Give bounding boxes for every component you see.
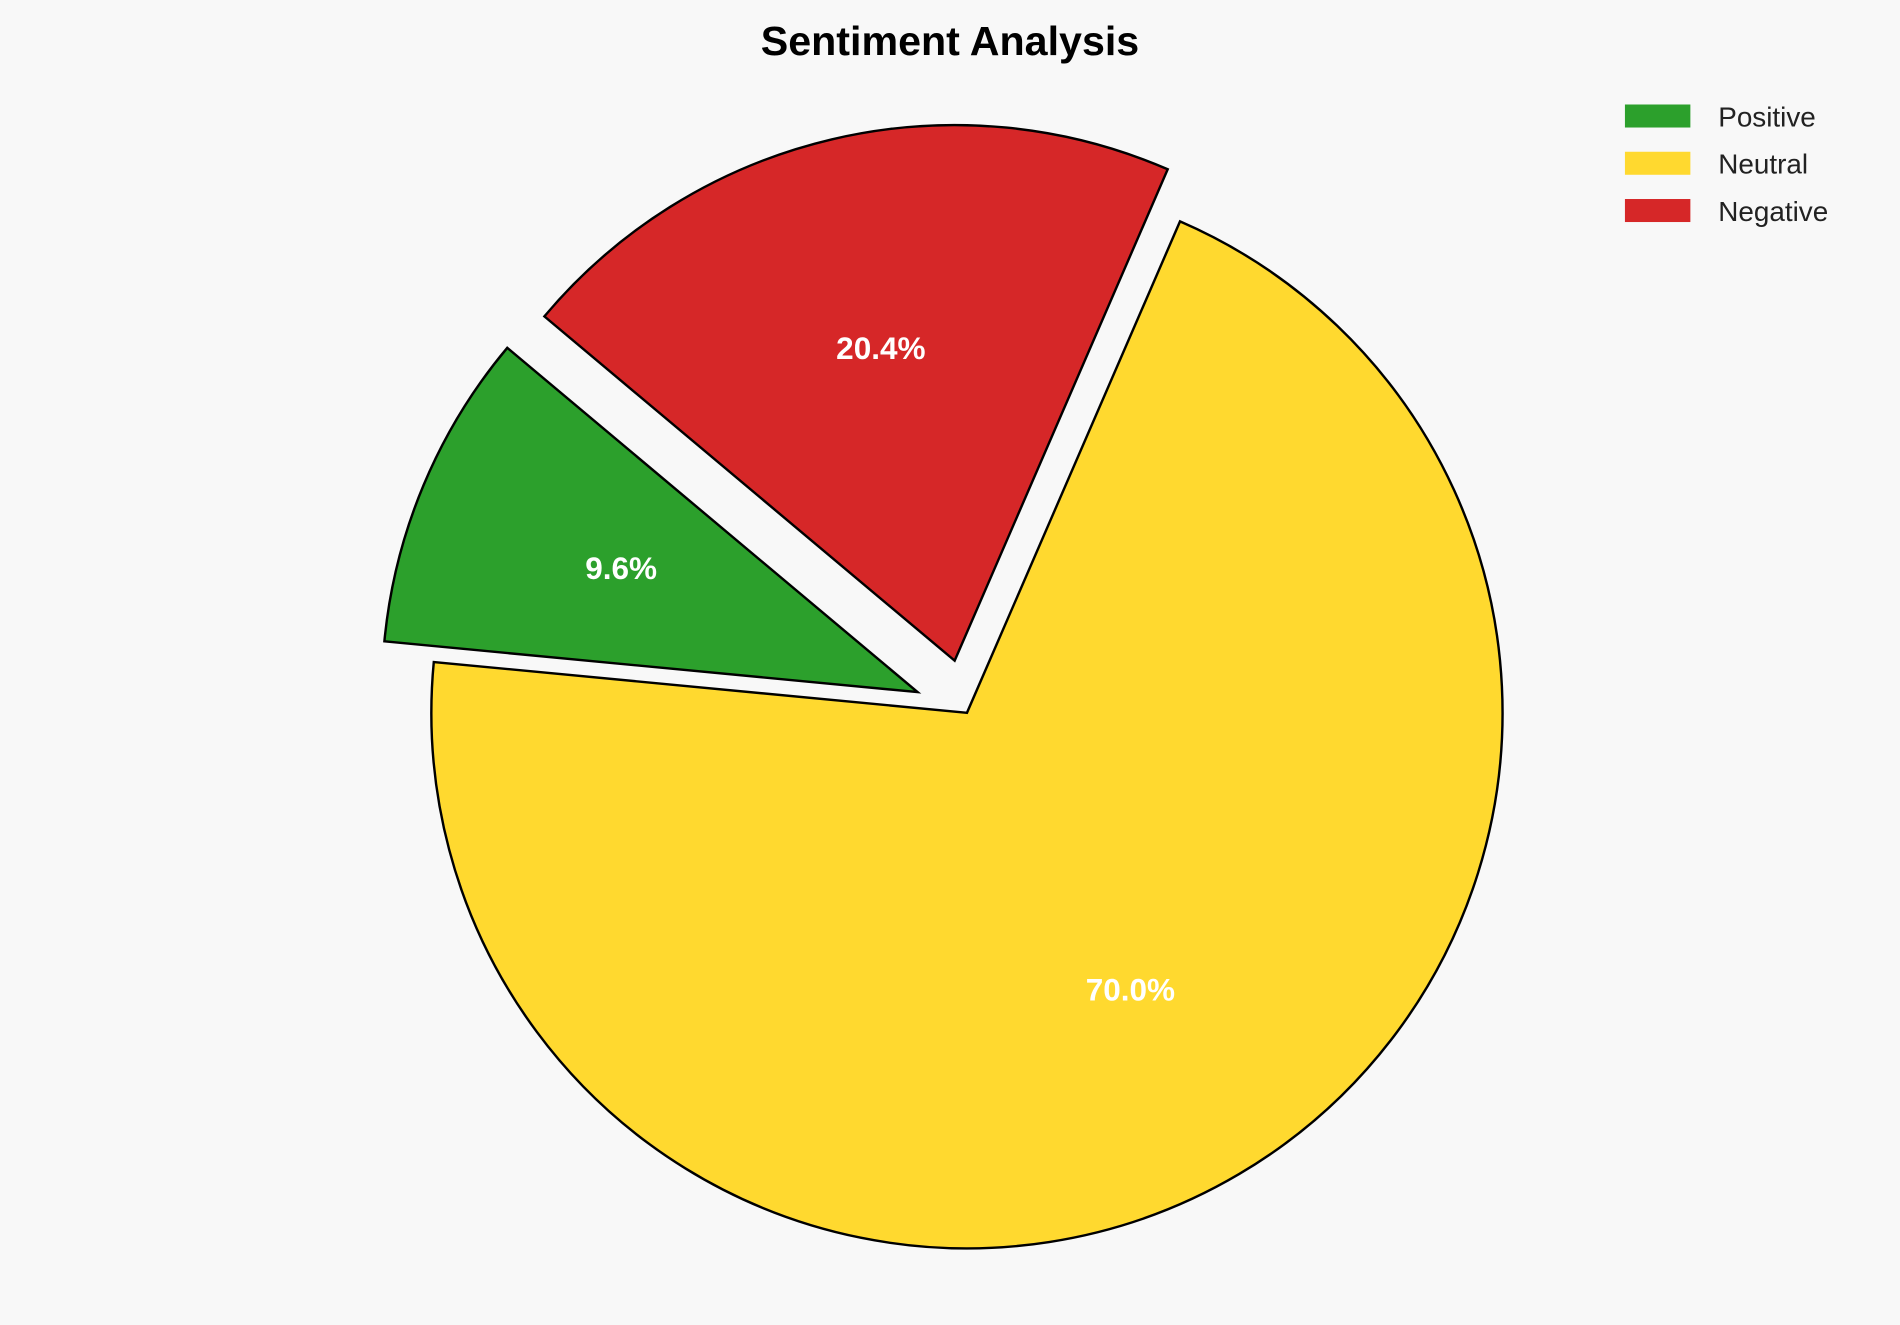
legend-label-positive: Positive [1718,101,1816,132]
chart-title: Sentiment Analysis [761,18,1139,64]
pct-label-negative: 20.4% [836,330,925,366]
pct-label-positive: 9.6% [585,550,657,586]
legend-label-negative: Negative [1718,196,1828,227]
legend-label-neutral: Neutral [1718,149,1808,180]
wedge-neutral [430,219,1504,1250]
wedge-negative [542,123,1170,663]
legend-swatch-positive [1624,104,1691,128]
legend-swatch-negative [1624,199,1691,223]
pie-labels: 9.6% 70.0% 20.4% [585,330,1175,1008]
legend: Positive Neutral Negative [1624,101,1828,227]
legend-swatch-neutral [1624,151,1691,175]
pct-label-neutral: 70.0% [1086,971,1175,1007]
wedge-positive [383,346,922,694]
pie-wedges [383,123,1504,1250]
